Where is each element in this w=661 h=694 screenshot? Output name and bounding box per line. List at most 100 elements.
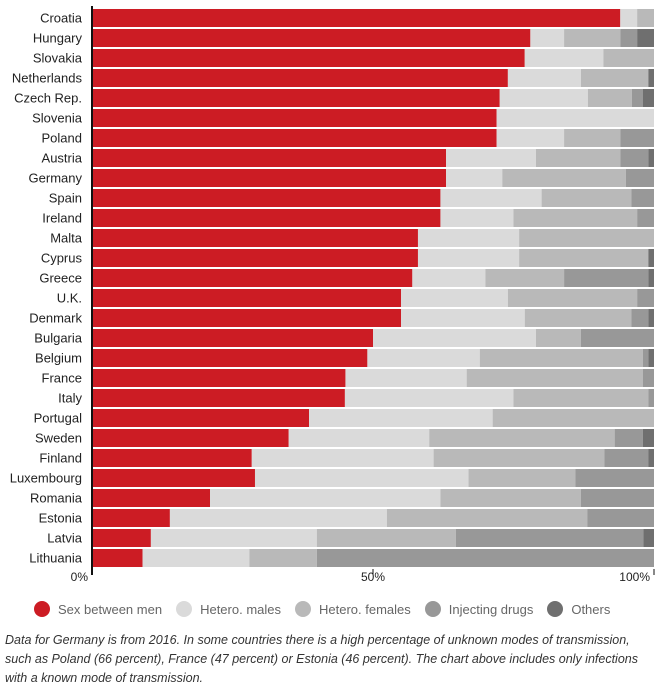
bar-segment-slovakia-sex-between-men bbox=[92, 49, 525, 67]
bar-segment-ireland-injecting-drugs bbox=[637, 209, 654, 227]
bar-segment-lithuania-hetero-females bbox=[249, 549, 317, 567]
bar-segment-sweden-hetero-males bbox=[288, 429, 430, 447]
bar-segment-luxembourg-hetero-males bbox=[254, 469, 469, 487]
bar-segment-belgium-hetero-males bbox=[367, 349, 480, 367]
country-label-slovakia: Slovakia bbox=[33, 51, 83, 66]
bar-segment-czech-rep-hetero-females bbox=[587, 89, 632, 107]
bar-segment-romania-hetero-females bbox=[440, 489, 581, 507]
bar-segment-netherlands-others bbox=[648, 69, 654, 87]
bar-segment-croatia-hetero-females bbox=[637, 9, 654, 27]
bar-segment-slovakia-hetero-females bbox=[603, 49, 654, 67]
bar-segment-finland-hetero-females bbox=[433, 449, 605, 467]
country-label-lithuania: Lithuania bbox=[29, 551, 83, 566]
bar-segment-hungary-hetero-females bbox=[564, 29, 621, 47]
legend-item-hetero-females: Hetero. females bbox=[295, 601, 411, 617]
bar-segment-netherlands-hetero-females bbox=[580, 69, 649, 87]
bar-segment-austria-others bbox=[648, 149, 654, 167]
bar-segment-czech-rep-sex-between-men bbox=[92, 89, 500, 107]
bar-segment-u-k-injecting-drugs bbox=[637, 289, 654, 307]
bar-segment-austria-hetero-females bbox=[535, 149, 621, 167]
country-label-hungary: Hungary bbox=[33, 31, 83, 46]
bar-segment-poland-hetero-males bbox=[496, 129, 565, 147]
bar-segment-germany-sex-between-men bbox=[92, 169, 447, 187]
bar-segment-greece-sex-between-men bbox=[92, 269, 413, 287]
bar-segment-czech-rep-injecting-drugs bbox=[631, 89, 643, 107]
stacked-bar-chart: Croatia Hungary Slovakia Netherlands Czech R… bbox=[10, 6, 655, 584]
legend-item-others: Others bbox=[547, 601, 610, 617]
bar-segment-latvia-injecting-drugs bbox=[455, 529, 644, 547]
country-label-estonia: Estonia bbox=[39, 511, 83, 526]
bar-segment-portugal-sex-between-men bbox=[92, 409, 310, 427]
country-label-croatia: Croatia bbox=[40, 11, 83, 26]
bar-segment-poland-hetero-females bbox=[564, 129, 621, 147]
bar-segment-lithuania-hetero-males bbox=[142, 549, 250, 567]
country-label-finland: Finland bbox=[39, 451, 82, 466]
legend-swatch-injecting-drugs bbox=[424, 601, 441, 617]
bar-segment-spain-hetero-females bbox=[541, 189, 632, 207]
bar-segment-bulgaria-hetero-females bbox=[535, 329, 581, 347]
bar-segment-finland-injecting-drugs bbox=[604, 449, 649, 467]
bar-segment-greece-hetero-males bbox=[412, 269, 486, 287]
bar-segment-netherlands-hetero-males bbox=[507, 69, 581, 87]
bar-segment-germany-hetero-females bbox=[502, 169, 626, 187]
bar-segment-netherlands-sex-between-men bbox=[92, 69, 508, 87]
country-label-cyprus: Cyprus bbox=[41, 251, 83, 266]
legend-item-hetero-males: Hetero. males bbox=[176, 601, 281, 617]
bar-segment-greece-injecting-drugs bbox=[564, 269, 649, 287]
bar-segment-poland-injecting-drugs bbox=[620, 129, 654, 147]
bar-segment-u-k-hetero-males bbox=[401, 289, 508, 307]
legend-label-injecting-drugs: Injecting drugs bbox=[448, 601, 534, 617]
bar-segment-denmark-sex-between-men bbox=[92, 309, 402, 327]
bar-segment-hungary-sex-between-men bbox=[92, 29, 531, 47]
bar-segment-bulgaria-injecting-drugs bbox=[580, 329, 654, 347]
x-tick-label-0: 0% bbox=[71, 570, 89, 584]
bar-segment-latvia-hetero-males bbox=[150, 529, 317, 547]
bar-segment-sweden-injecting-drugs bbox=[614, 429, 643, 447]
bar-segment-luxembourg-hetero-females bbox=[468, 469, 576, 487]
country-label-france: France bbox=[42, 371, 82, 386]
bar-segment-estonia-sex-between-men bbox=[92, 509, 170, 527]
legend-item-injecting-drugs: Injecting drugs bbox=[424, 601, 534, 617]
bar-segment-austria-sex-between-men bbox=[92, 149, 447, 167]
country-label-greece: Greece bbox=[39, 271, 82, 286]
country-label-poland: Poland bbox=[42, 131, 82, 146]
bar-segment-slovenia-hetero-males bbox=[496, 109, 654, 127]
bar-segment-greece-hetero-females bbox=[485, 269, 565, 287]
country-label-portugal: Portugal bbox=[34, 411, 83, 426]
bar-segment-italy-sex-between-men bbox=[92, 389, 345, 407]
bar-segment-malta-hetero-males bbox=[417, 229, 520, 247]
bar-segment-czech-rep-others bbox=[642, 89, 654, 107]
bar-segment-finland-hetero-males bbox=[251, 449, 434, 467]
bar-segment-estonia-hetero-males bbox=[169, 509, 387, 527]
bar-segment-sweden-sex-between-men bbox=[92, 429, 289, 447]
bar-segment-sweden-hetero-females bbox=[429, 429, 615, 447]
country-label-spain: Spain bbox=[49, 191, 82, 206]
bar-segment-belgium-injecting-drugs bbox=[642, 349, 649, 367]
bar-segment-austria-hetero-males bbox=[446, 149, 536, 167]
bar-segment-cyprus-sex-between-men bbox=[92, 249, 418, 267]
bar-segment-belgium-sex-between-men bbox=[92, 349, 368, 367]
bar-segment-hungary-injecting-drugs bbox=[620, 29, 638, 47]
legend-label-sex-between-men: Sex between men bbox=[58, 601, 163, 617]
country-label-netherlands: Netherlands bbox=[12, 71, 83, 86]
bar-segment-bulgaria-sex-between-men bbox=[92, 329, 373, 347]
bar-segment-cyprus-hetero-females bbox=[519, 249, 649, 267]
bar-segment-austria-injecting-drugs bbox=[620, 149, 649, 167]
bar-segment-luxembourg-sex-between-men bbox=[92, 469, 255, 487]
bar-segment-ireland-sex-between-men bbox=[92, 209, 441, 227]
legend-swatch-sex-between-men bbox=[34, 601, 50, 617]
bar-segment-germany-injecting-drugs bbox=[625, 169, 654, 187]
bar-segment-spain-sex-between-men bbox=[92, 189, 441, 207]
bar-segment-hungary-others bbox=[637, 29, 654, 47]
country-label-belgium: Belgium bbox=[35, 351, 82, 366]
bar-segment-denmark-hetero-males bbox=[401, 309, 525, 327]
bar-segment-malta-sex-between-men bbox=[92, 229, 418, 247]
country-label-u-k: U.K. bbox=[57, 291, 82, 306]
bar-segment-spain-injecting-drugs bbox=[631, 189, 654, 207]
country-label-slovenia: Slovenia bbox=[32, 111, 83, 126]
bar-segment-croatia-sex-between-men bbox=[92, 9, 621, 27]
bar-segment-cyprus-hetero-males bbox=[417, 249, 520, 267]
country-label-bulgaria: Bulgaria bbox=[34, 331, 82, 346]
bar-segment-finland-others bbox=[648, 449, 654, 467]
bar-segment-slovenia-sex-between-men bbox=[92, 109, 497, 127]
